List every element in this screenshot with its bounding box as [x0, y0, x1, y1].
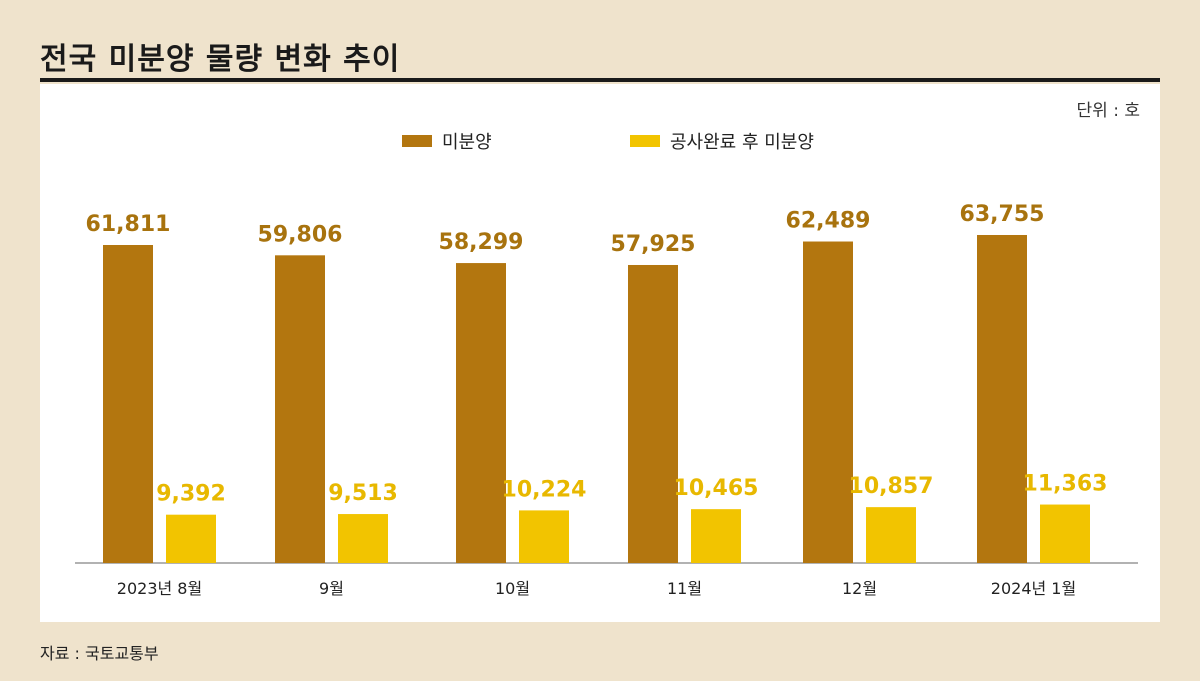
bar-series-1-5 [977, 234, 1027, 564]
x-tick-label-1: 9월 [319, 579, 344, 598]
legend: 미분양 공사완료 후 미분양 [0, 128, 1200, 154]
bar-series-1-3 [628, 264, 678, 563]
bar-series-1-2 [456, 263, 506, 563]
data-label-series-2-3: 10,465 [674, 476, 759, 501]
data-label-series-2-0: 9,392 [156, 482, 226, 507]
x-tick-label-4: 12월 [842, 579, 877, 598]
unit-label: 단위 : 호 [1076, 101, 1140, 121]
data-label-series-2-1: 9,513 [328, 481, 398, 506]
bar-series-1-4 [803, 241, 853, 563]
bar-series-2-0 [166, 514, 216, 563]
legend-label-series-2: 공사완료 후 미분양 [670, 132, 814, 153]
bar-series-1-1 [275, 255, 325, 563]
chart-title: 전국 미분양 물량 변화 추이 [40, 42, 401, 77]
bar-series-2-5 [1040, 504, 1090, 563]
title-rule [40, 78, 1160, 82]
x-tick-label-0: 2023년 8월 [117, 579, 202, 598]
legend-item-series-2: 공사완료 후 미분양 [630, 128, 814, 154]
source-note: 자료 : 국토교통부 [40, 644, 159, 663]
chart-panel [40, 84, 1160, 622]
legend-item-series-1: 미분양 [402, 128, 492, 154]
data-label-series-2-2: 10,224 [502, 477, 587, 502]
bar-series-1-0 [103, 245, 153, 563]
legend-swatch-series-1 [402, 135, 432, 147]
bar-series-2-3 [691, 509, 741, 563]
legend-label-series-1: 미분양 [442, 132, 492, 153]
bar-series-2-2 [519, 510, 569, 563]
bar-series-2-1 [338, 514, 388, 563]
data-label-series-1-4: 62,489 [786, 209, 871, 234]
data-label-series-1-3: 57,925 [611, 232, 696, 257]
x-tick-label-5: 2024년 1월 [991, 579, 1076, 598]
data-label-series-2-4: 10,857 [849, 474, 934, 499]
data-label-series-2-5: 11,363 [1023, 472, 1108, 497]
data-label-series-1-0: 61,811 [86, 212, 171, 237]
x-tick-label-3: 11월 [667, 579, 702, 598]
data-label-series-1-1: 59,806 [258, 222, 343, 247]
data-label-series-1-5: 63,755 [960, 202, 1045, 227]
bar-series-2-4 [866, 507, 916, 563]
legend-swatch-series-2 [630, 135, 660, 147]
data-label-series-1-2: 58,299 [439, 230, 524, 255]
x-tick-label-2: 10월 [495, 579, 530, 598]
